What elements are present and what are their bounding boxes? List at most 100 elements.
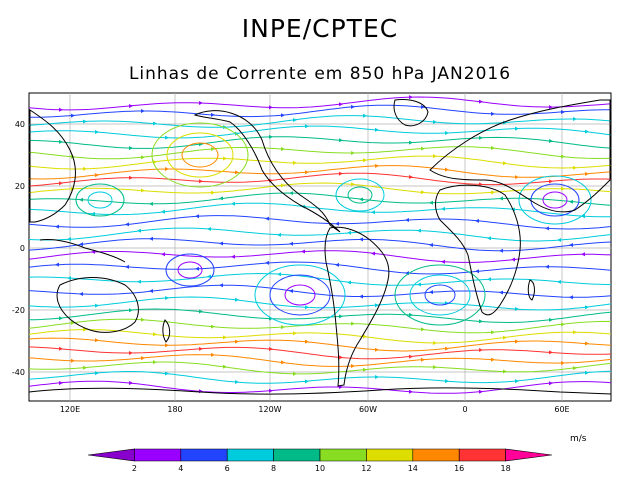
colorbar-tick-label: 14: [408, 464, 418, 473]
streamline-arrow: [149, 236, 153, 241]
streamline-vortex: [181, 142, 219, 168]
streamline-arrow: [445, 346, 449, 351]
madagascar-coast: [527, 279, 535, 301]
streamline-arrow: [235, 170, 239, 175]
streamline-arrow: [129, 380, 133, 385]
colorbar-segment: [505, 448, 553, 462]
lon-label: 60W: [359, 405, 377, 414]
streamline: [28, 96, 612, 111]
streamline-arrow: [129, 351, 133, 356]
streamline-arrow: [409, 175, 413, 180]
streamline-arrow: [129, 308, 133, 313]
streamline-arrow: [141, 188, 145, 193]
streamline-arrow: [95, 371, 99, 376]
streamline-arrow: [235, 339, 239, 344]
streamline-arrow: [125, 222, 129, 227]
colorbar-segment: [273, 448, 321, 462]
streamline-arrow: [417, 282, 421, 287]
streamline-arrow: [445, 379, 449, 384]
lat-label: -20: [12, 306, 25, 315]
streamline-arrow: [491, 190, 495, 195]
streamline-arrow: [149, 289, 153, 294]
streamline-arrow: [199, 179, 203, 184]
streamline-vortex: [87, 191, 113, 209]
streamline-arrow: [409, 140, 413, 145]
streamline-arrow: [359, 237, 363, 242]
streamline-arrow: [165, 135, 169, 140]
streamline-arrow: [421, 146, 425, 151]
streamline-arrow: [59, 346, 63, 351]
streamline-arrow: [125, 264, 129, 269]
streamline-arrow: [433, 365, 437, 370]
streamline-arrow: [487, 236, 491, 241]
streamline-arrow: [585, 305, 589, 310]
streamline-arrow: [195, 214, 199, 219]
streamline-arrow: [305, 379, 309, 384]
streamline-arrow: [79, 242, 83, 247]
streamline-arrow: [305, 305, 309, 310]
streamline-vortex: [166, 132, 234, 178]
streamline-arrow: [499, 290, 503, 295]
streamline-arrow: [59, 139, 63, 144]
streamline-arrow: [515, 339, 519, 344]
colorbar-segment: [366, 448, 414, 462]
streamline-arrow: [371, 251, 375, 256]
streamline-arrow: [59, 380, 63, 385]
streamline-arrow: [71, 320, 75, 325]
streamline-arrow: [499, 248, 503, 253]
colorbar-units: m/s: [570, 434, 587, 444]
streamline-arrow: [585, 171, 589, 176]
streamline-arrow: [429, 242, 433, 247]
streamline-arrow: [371, 210, 375, 215]
colorbar-segment: [87, 448, 135, 462]
lat-label: 20: [15, 182, 25, 191]
streamline: [28, 125, 612, 139]
streamline: [28, 136, 612, 149]
streamline-arrow: [421, 105, 425, 110]
streamline-arrow: [479, 348, 483, 353]
streamline-arrow: [479, 182, 483, 187]
greenland-coast: [393, 99, 429, 127]
streamline: [28, 284, 612, 298]
streamline-arrow: [375, 163, 379, 168]
south-america-coast: [324, 226, 390, 387]
streamline-arrow: [95, 303, 99, 308]
map-subtitle: Linhas de Corrente em 850 hPa JAN2016: [128, 64, 512, 84]
north-america-coast: [193, 110, 341, 233]
lat-label: -40: [12, 368, 25, 377]
streamline-arrow: [429, 200, 433, 205]
streamline-arrow: [335, 262, 339, 267]
streamline-arrow: [375, 347, 379, 352]
streamline-arrow: [149, 201, 153, 206]
streamline-arrow: [515, 126, 519, 131]
streamline-arrow: [545, 264, 549, 269]
streamline-vortex: [284, 284, 316, 306]
colorbar-tick-label: 18: [501, 464, 511, 473]
streamline-arrow: [475, 269, 479, 274]
streamline-arrow: [479, 135, 483, 140]
streamline-arrow: [195, 266, 199, 271]
streamline-arrow: [235, 297, 239, 302]
streamline-arrow: [515, 379, 519, 384]
streamline-arrow: [207, 274, 211, 279]
streamline-arrow: [491, 357, 495, 362]
streamline-arrow: [549, 381, 553, 386]
streamline-arrow: [479, 319, 483, 324]
streamline-arrow: [409, 95, 413, 100]
streamline: [28, 238, 612, 252]
streamline-arrow: [129, 103, 133, 108]
streamline-arrow: [351, 364, 355, 369]
streamline-arrow: [281, 113, 285, 118]
indonesia-coast: [39, 239, 126, 263]
streamline-arrow: [199, 309, 203, 314]
streamline-arrow: [549, 317, 553, 322]
lon-label: 120W: [258, 405, 281, 414]
streamline-arrow: [581, 214, 585, 219]
streamline-arrow: [305, 339, 309, 344]
streamline-arrow: [67, 237, 71, 242]
streamline: [28, 115, 612, 128]
colorbar-tick-label: 16: [454, 464, 464, 473]
streamline-arrow: [375, 303, 379, 308]
streamline-arrow: [549, 105, 553, 110]
streamline-arrow: [433, 154, 437, 159]
